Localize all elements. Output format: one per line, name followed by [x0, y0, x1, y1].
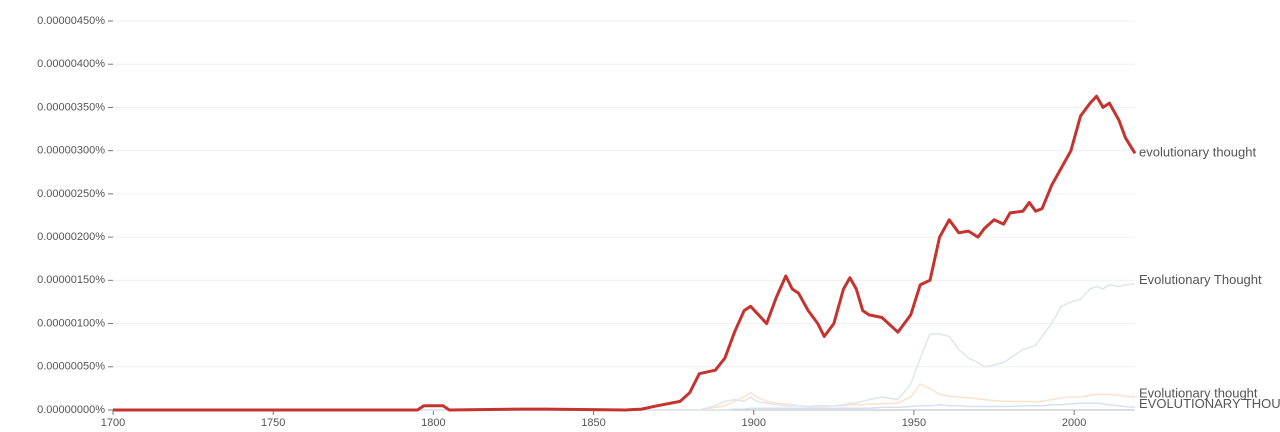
series-line	[113, 94, 1137, 412]
x-tick-label: 1850	[581, 417, 605, 429]
y-tick-label: 0.00000300%	[37, 145, 105, 157]
x-tick-label: 1900	[742, 417, 766, 429]
x-tick-label: 1800	[421, 417, 445, 429]
x-tick-label: 1750	[261, 417, 285, 429]
y-tick-label: 0.00000150%	[37, 274, 105, 286]
x-tick-label: 2000	[1062, 417, 1086, 429]
series-line	[113, 283, 1136, 411]
y-tick-label: 0.00000100%	[37, 317, 105, 329]
x-tick-label: 1700	[101, 417, 125, 429]
y-tick-label: 0.00000000%	[37, 404, 105, 416]
y-tick-label: 0.00000350%	[37, 101, 105, 113]
y-tick-label: 0.00000400%	[37, 58, 105, 70]
y-tick-label: 0.00000200%	[37, 231, 105, 243]
y-tick-label: 0.00000050%	[37, 361, 105, 373]
legend-label: EVOLUTIONARY THOUGHT	[1139, 396, 1280, 411]
y-tick-label: 0.00000250%	[37, 188, 105, 200]
legend-label: Evolutionary thought	[1139, 385, 1258, 400]
x-tick-label: 1950	[902, 417, 926, 429]
y-tick-label: 0.00000450%	[37, 15, 105, 27]
legend-label: evolutionary thought	[1139, 145, 1256, 160]
legend-label: Evolutionary Thought	[1139, 272, 1262, 287]
